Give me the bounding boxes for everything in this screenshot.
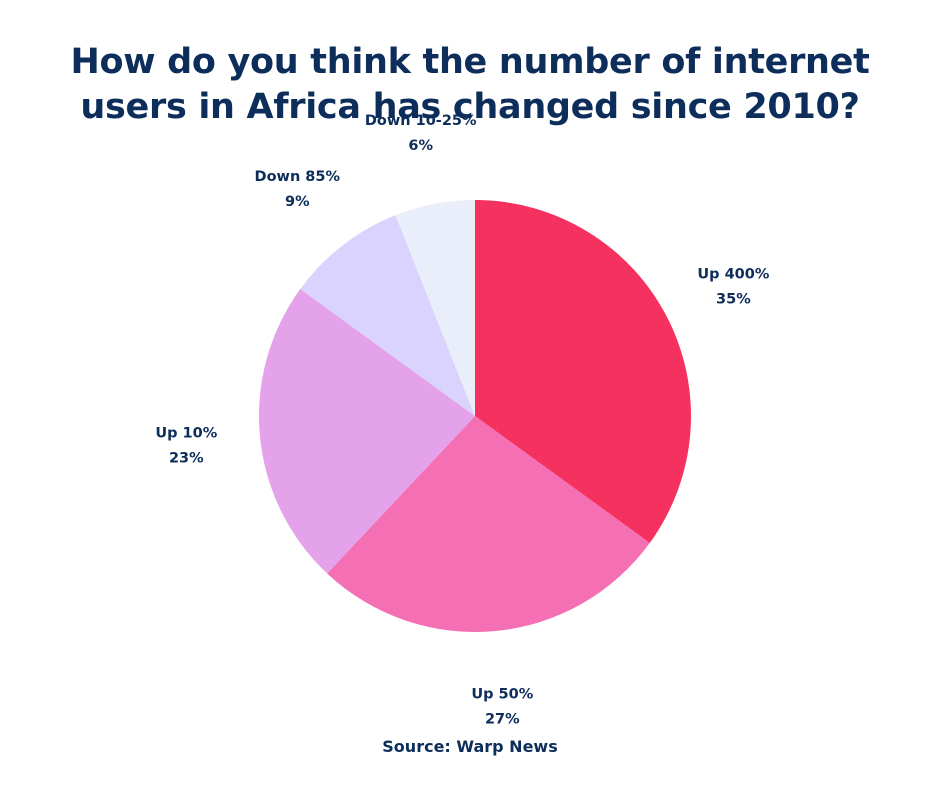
slice-label-up-400: Up 400%	[697, 266, 769, 282]
slice-value-down-10-25: 6%	[408, 138, 433, 154]
slice-label-down-10-25: Down 10-25%	[365, 113, 477, 129]
source-note: Source: Warp News	[382, 737, 558, 756]
chart-title-line-2: users in Africa has changed since 2010?	[80, 87, 860, 127]
slice-label-up-10: Up 10%	[155, 425, 217, 441]
slice-label-down-85: Down 85%	[255, 169, 341, 185]
slice-value-up-50: 27%	[485, 712, 520, 728]
slice-value-up-10: 23%	[169, 450, 204, 466]
pie-slice-down-10-25	[395, 200, 475, 416]
chart-title: How do you think the number of internet …	[0, 40, 940, 130]
slice-value-up-400: 35%	[716, 291, 751, 307]
pie-slices	[258, 200, 692, 633]
pie-slice-down-85	[300, 215, 475, 416]
pie-slice-up-400	[475, 200, 692, 543]
pie-slice-up-10	[258, 289, 475, 574]
slice-label-up-50: Up 50%	[471, 687, 533, 703]
chart-title-line-1: How do you think the number of internet	[70, 42, 870, 82]
slice-value-down-85: 9%	[285, 194, 310, 210]
pie-labels: Up 400% 35% Up 50% 27% Up 10% 23% Down 85% 9% Do…	[155, 113, 770, 728]
pie-slice-up-50	[327, 416, 650, 633]
